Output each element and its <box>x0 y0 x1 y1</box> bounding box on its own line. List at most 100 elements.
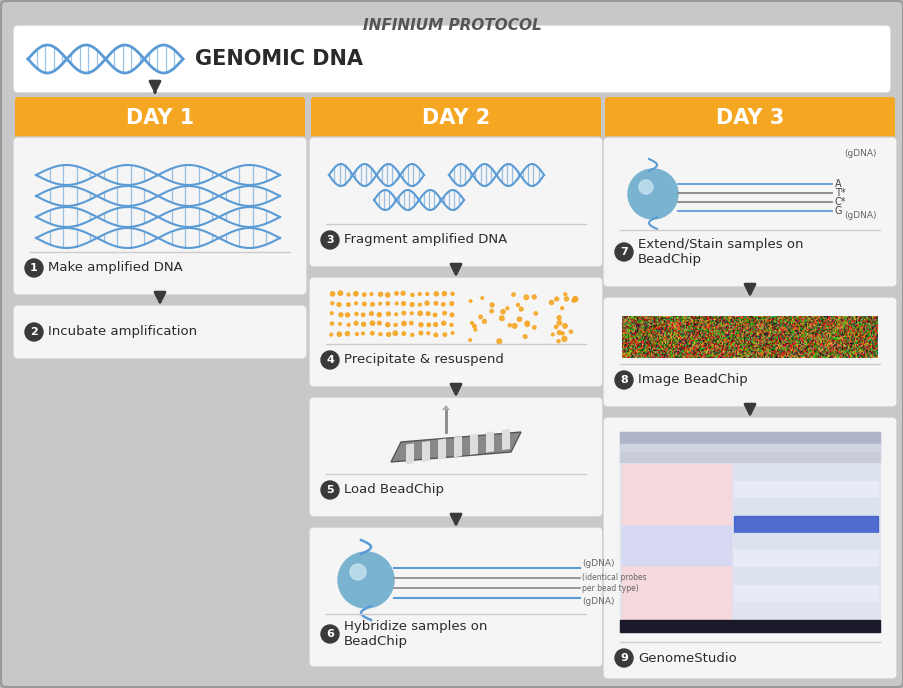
Circle shape <box>378 292 382 297</box>
Text: Extend/Stain samples on
BeadChip: Extend/Stain samples on BeadChip <box>638 238 803 266</box>
Circle shape <box>554 297 558 301</box>
FancyBboxPatch shape <box>13 137 307 295</box>
Circle shape <box>628 169 677 219</box>
Circle shape <box>556 321 561 325</box>
Circle shape <box>562 336 566 341</box>
Circle shape <box>361 313 365 316</box>
Circle shape <box>562 323 566 328</box>
Circle shape <box>369 293 372 295</box>
Bar <box>733 533 877 549</box>
Circle shape <box>424 301 429 305</box>
Circle shape <box>426 332 429 334</box>
Circle shape <box>433 292 438 296</box>
Circle shape <box>506 307 508 310</box>
Text: GenomeStudio: GenomeStudio <box>638 652 736 665</box>
Circle shape <box>409 321 413 325</box>
Circle shape <box>338 552 394 608</box>
Circle shape <box>345 332 349 336</box>
Polygon shape <box>405 443 414 464</box>
Text: Precipitate & resuspend: Precipitate & resuspend <box>344 354 503 367</box>
Text: (identical probes
per bead type): (identical probes per bead type) <box>582 573 646 592</box>
Circle shape <box>321 231 339 249</box>
Circle shape <box>573 297 577 301</box>
Circle shape <box>523 335 526 338</box>
Text: T*: T* <box>834 188 844 198</box>
Text: (gDNA): (gDNA) <box>843 211 876 220</box>
Circle shape <box>361 332 364 335</box>
Circle shape <box>347 303 349 306</box>
Text: 6: 6 <box>326 629 333 639</box>
Circle shape <box>450 323 452 326</box>
Circle shape <box>321 625 339 643</box>
Circle shape <box>370 321 374 325</box>
Circle shape <box>469 338 471 341</box>
Polygon shape <box>470 433 478 455</box>
Circle shape <box>362 293 366 297</box>
Circle shape <box>330 292 334 296</box>
Text: 8: 8 <box>619 375 628 385</box>
Circle shape <box>370 332 374 335</box>
Circle shape <box>614 649 632 667</box>
Bar <box>733 481 877 497</box>
Circle shape <box>572 299 574 302</box>
Bar <box>733 498 877 515</box>
Bar <box>619 432 879 444</box>
Text: INFINIUM PROTOCOL: INFINIUM PROTOCOL <box>362 18 541 33</box>
Polygon shape <box>442 405 450 410</box>
Circle shape <box>386 302 389 305</box>
Text: 5: 5 <box>326 485 333 495</box>
Circle shape <box>361 323 365 326</box>
Circle shape <box>418 292 421 295</box>
Circle shape <box>524 295 528 299</box>
Circle shape <box>518 307 523 311</box>
Circle shape <box>410 312 413 314</box>
Text: DAY 3: DAY 3 <box>715 108 783 128</box>
Text: A: A <box>834 179 841 189</box>
Circle shape <box>355 312 358 315</box>
Circle shape <box>321 481 339 499</box>
Circle shape <box>386 332 390 336</box>
Circle shape <box>499 316 504 321</box>
Circle shape <box>500 310 505 314</box>
Circle shape <box>377 313 381 316</box>
Circle shape <box>482 319 486 323</box>
Circle shape <box>472 325 476 328</box>
FancyBboxPatch shape <box>309 277 602 387</box>
Text: Image BeadChip: Image BeadChip <box>638 374 747 387</box>
Circle shape <box>330 302 333 305</box>
Polygon shape <box>422 441 430 462</box>
FancyBboxPatch shape <box>604 97 894 139</box>
Circle shape <box>25 259 43 277</box>
Circle shape <box>321 351 339 369</box>
Circle shape <box>411 293 414 297</box>
Circle shape <box>418 303 421 306</box>
Text: Fragment amplified DNA: Fragment amplified DNA <box>344 233 507 246</box>
Circle shape <box>442 292 446 296</box>
Circle shape <box>532 295 535 299</box>
Circle shape <box>442 321 445 325</box>
Circle shape <box>386 293 389 297</box>
Circle shape <box>534 312 537 315</box>
Circle shape <box>353 292 358 296</box>
Circle shape <box>330 333 332 336</box>
Circle shape <box>370 303 374 306</box>
Bar <box>733 550 877 566</box>
Circle shape <box>347 293 349 296</box>
Circle shape <box>426 312 430 316</box>
Circle shape <box>433 333 437 337</box>
Circle shape <box>410 334 414 336</box>
Polygon shape <box>453 436 461 458</box>
FancyBboxPatch shape <box>13 25 890 93</box>
Text: C*: C* <box>834 197 845 207</box>
Circle shape <box>569 330 572 333</box>
Circle shape <box>395 292 398 295</box>
Circle shape <box>511 293 515 297</box>
Circle shape <box>433 301 437 305</box>
FancyBboxPatch shape <box>309 137 602 267</box>
Circle shape <box>410 303 414 306</box>
Circle shape <box>507 323 511 327</box>
Text: (gDNA): (gDNA) <box>582 597 614 607</box>
Circle shape <box>354 302 357 305</box>
Circle shape <box>395 302 397 305</box>
Circle shape <box>402 312 405 315</box>
